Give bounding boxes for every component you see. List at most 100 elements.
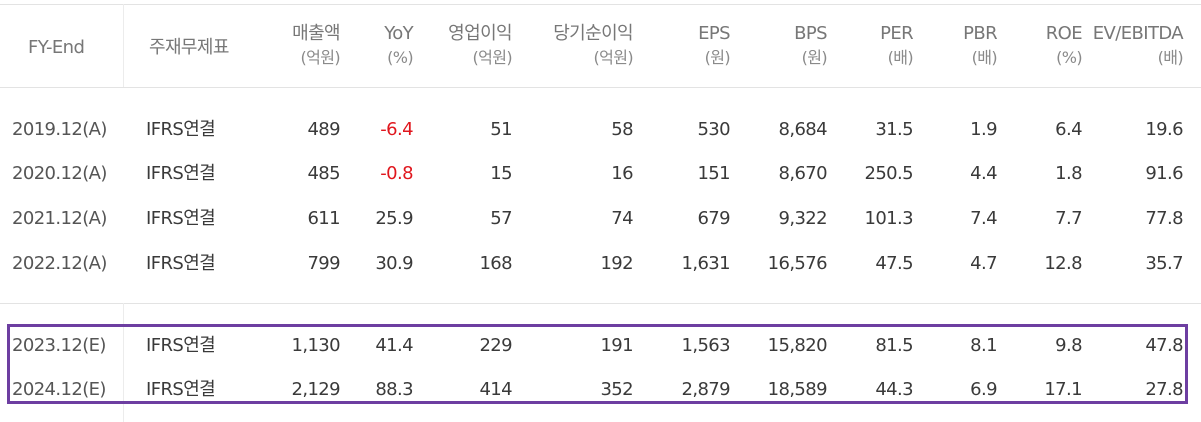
header-label: 당기순이익 [553, 23, 633, 44]
cell-fy-end: 2023.12(E) [12, 335, 106, 356]
column-divider-lower [123, 303, 124, 422]
cell-revenue: 611 [307, 208, 340, 229]
header-unit: (억원) [593, 48, 633, 67]
cell-eps: 1,563 [681, 335, 730, 356]
cell-net-income: 191 [600, 335, 633, 356]
header-label: FY-End [28, 37, 85, 58]
header-statement: 주재무제표 [149, 36, 229, 60]
cell-bps: 8,684 [778, 119, 827, 140]
header-yoy: YoY (%) [384, 22, 413, 70]
cell-net-income: 352 [600, 379, 633, 400]
header-label: 주재무제표 [149, 37, 229, 58]
section-divider [0, 303, 1201, 304]
cell-yoy: -6.4 [380, 119, 413, 140]
cell-bps: 8,670 [778, 163, 827, 184]
header-fy-end: FY-End [28, 36, 85, 60]
cell-fy-end: 2019.12(A) [12, 119, 107, 140]
header-operating-income: 영업이익 (억원) [448, 22, 512, 70]
cell-bps: 16,576 [767, 253, 828, 274]
header-revenue: 매출액 (억원) [292, 22, 340, 70]
cell-pbr: 4.7 [970, 253, 997, 274]
cell-pbr: 7.4 [970, 208, 997, 229]
cell-statement: IFRS연결 [146, 119, 216, 140]
cell-yoy: 30.9 [375, 253, 413, 274]
cell-roe: 9.8 [1055, 335, 1082, 356]
cell-operating-income: 168 [479, 253, 512, 274]
cell-eps: 679 [697, 208, 730, 229]
cell-revenue: 799 [307, 253, 340, 274]
header-label: YoY [384, 23, 413, 44]
table-top-border [0, 4, 1201, 5]
cell-pbr: 8.1 [970, 335, 997, 356]
cell-per: 31.5 [875, 119, 913, 140]
header-unit: (억원) [300, 48, 340, 67]
cell-ev-ebitda: 47.8 [1145, 335, 1183, 356]
cell-revenue: 489 [307, 119, 340, 140]
cell-eps: 2,879 [681, 379, 730, 400]
cell-per: 81.5 [875, 335, 913, 356]
cell-eps: 530 [697, 119, 730, 140]
header-label: PBR [963, 23, 998, 44]
header-label: BPS [794, 23, 827, 44]
cell-operating-income: 229 [479, 335, 512, 356]
header-label: 영업이익 [448, 23, 512, 44]
cell-revenue: 1,130 [291, 335, 340, 356]
cell-statement: IFRS연결 [146, 335, 216, 356]
cell-roe: 12.8 [1044, 253, 1082, 274]
cell-operating-income: 414 [479, 379, 512, 400]
header-unit: (억원) [472, 48, 512, 67]
header-unit: (배) [971, 48, 998, 67]
estimate-highlight-box [7, 324, 1188, 404]
header-roe: ROE (%) [1045, 22, 1083, 70]
header-label: ROE [1045, 23, 1083, 44]
header-unit: (배) [887, 48, 914, 67]
cell-yoy: 41.4 [375, 335, 413, 356]
cell-operating-income: 57 [490, 208, 512, 229]
cell-per: 47.5 [875, 253, 913, 274]
header-unit: (%) [1056, 48, 1082, 67]
cell-eps: 151 [697, 163, 730, 184]
cell-net-income: 58 [611, 119, 633, 140]
cell-pbr: 1.9 [970, 119, 997, 140]
header-ev-ebitda: EV/EBITDA (배) [1093, 22, 1184, 70]
cell-yoy: 88.3 [375, 379, 413, 400]
header-unit: (%) [387, 48, 413, 67]
cell-roe: 1.8 [1055, 163, 1082, 184]
header-label: EPS [698, 23, 730, 44]
cell-operating-income: 51 [490, 119, 512, 140]
cell-net-income: 16 [611, 163, 633, 184]
cell-ev-ebitda: 27.8 [1145, 379, 1183, 400]
cell-statement: IFRS연결 [146, 208, 216, 229]
cell-ev-ebitda: 91.6 [1145, 163, 1183, 184]
cell-pbr: 6.9 [970, 379, 997, 400]
cell-ev-ebitda: 77.8 [1145, 208, 1183, 229]
cell-pbr: 4.4 [970, 163, 997, 184]
cell-fy-end: 2022.12(A) [12, 253, 107, 274]
header-bottom-border [0, 87, 1201, 88]
cell-ev-ebitda: 35.7 [1145, 253, 1183, 274]
header-per: PER (배) [880, 22, 914, 70]
cell-per: 44.3 [875, 379, 913, 400]
cell-fy-end: 2024.12(E) [12, 379, 106, 400]
cell-bps: 9,322 [778, 208, 827, 229]
cell-eps: 1,631 [681, 253, 730, 274]
cell-revenue: 2,129 [291, 379, 340, 400]
cell-bps: 15,820 [767, 335, 828, 356]
cell-roe: 6.4 [1055, 119, 1082, 140]
cell-ev-ebitda: 19.6 [1145, 119, 1183, 140]
header-net-income: 당기순이익 (억원) [553, 22, 633, 70]
header-unit: (배) [1157, 48, 1184, 67]
cell-operating-income: 15 [490, 163, 512, 184]
cell-roe: 7.7 [1055, 208, 1082, 229]
header-unit: (원) [704, 48, 731, 67]
cell-roe: 17.1 [1044, 379, 1082, 400]
cell-revenue: 485 [307, 163, 340, 184]
header-eps: EPS (원) [698, 22, 730, 70]
header-bps: BPS (원) [794, 22, 827, 70]
cell-yoy: 25.9 [375, 208, 413, 229]
header-label: PER [880, 23, 914, 44]
cell-yoy: -0.8 [380, 163, 413, 184]
cell-statement: IFRS연결 [146, 379, 216, 400]
cell-net-income: 74 [611, 208, 633, 229]
